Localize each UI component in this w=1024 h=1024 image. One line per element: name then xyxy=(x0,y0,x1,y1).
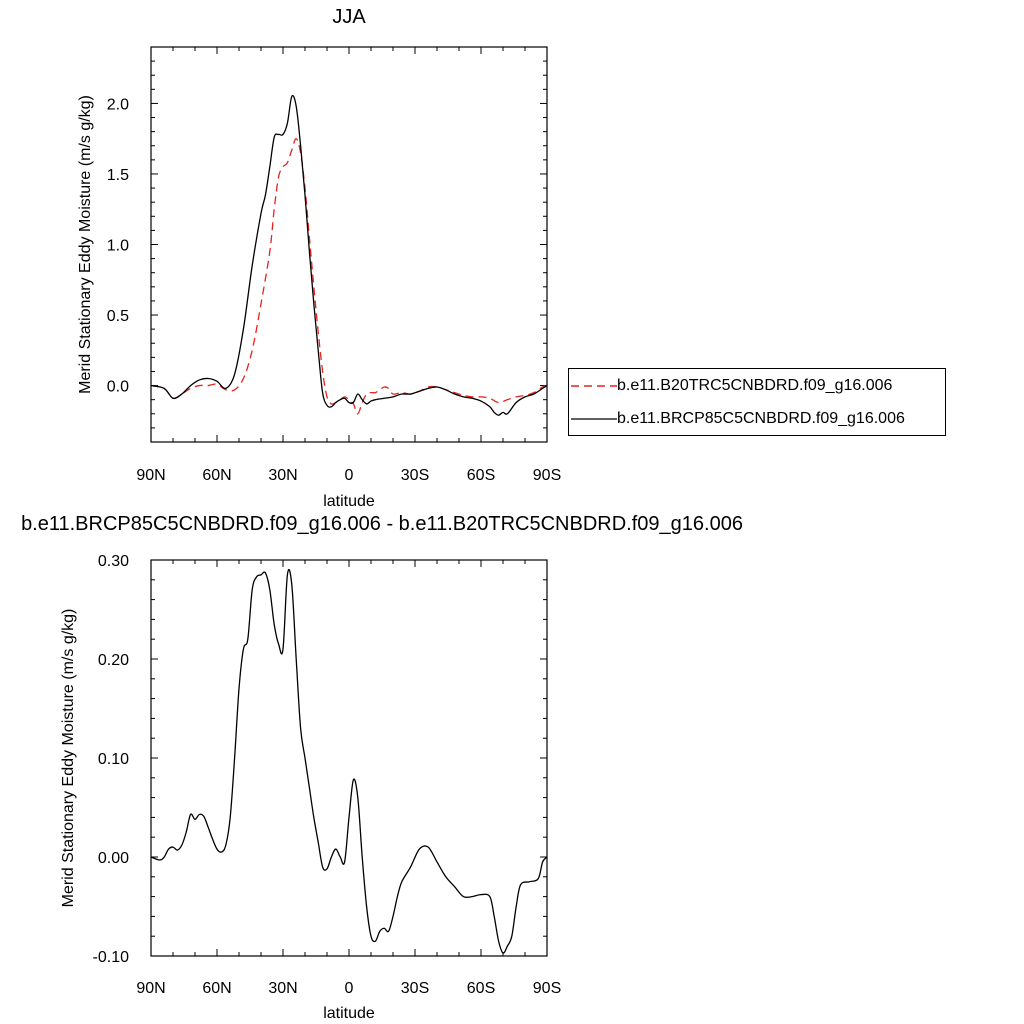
legend: b.e11.B20TRC5CNBDRD.f09_g16.006 b.e11.BR… xyxy=(568,368,946,436)
y-tick-label-0: 2.0 xyxy=(107,96,129,113)
y-tick-label-0: 0.0 xyxy=(107,379,129,396)
x-tick-label-0: 30N xyxy=(268,467,297,484)
y-axis-label-1: Merid Stationary Eddy Moisture (m/s g/kg… xyxy=(60,609,77,908)
y-tick-label-0: 1.0 xyxy=(107,238,129,255)
legend-solid-line-swatch xyxy=(571,418,617,420)
x-tick-label-0: 90N xyxy=(136,467,165,484)
x-tick-label-1: 30N xyxy=(268,980,297,997)
chart-title-1: b.e11.BRCP85C5CNBDRD.f09_g16.006 - b.e11… xyxy=(21,513,743,535)
y-tick-label-1: 0.30 xyxy=(98,553,129,570)
x-tick-label-1: 90N xyxy=(136,980,165,997)
series-line-0-0 xyxy=(151,138,547,415)
legend-entry-historical: b.e11.B20TRC5CNBDRD.f09_g16.006 xyxy=(571,375,892,397)
series-line-0-1 xyxy=(151,94,547,416)
y-tick-label-1: 0.00 xyxy=(98,850,129,867)
y-tick-label-0: 1.5 xyxy=(107,167,129,184)
plot-frame-1 xyxy=(150,559,548,957)
x-tick-label-0: 60S xyxy=(467,467,495,484)
plot-frame-0 xyxy=(150,46,548,443)
chart-title-0: JJA xyxy=(332,6,366,28)
x-tick-label-1: 30S xyxy=(401,980,429,997)
legend-label-rcp85: b.e11.BRCP85C5CNBDRD.f09_g16.006 xyxy=(617,410,905,427)
y-axis-label-0: Merid Stationary Eddy Moisture (m/s g/kg… xyxy=(77,95,94,394)
series-line-1-0 xyxy=(151,568,547,954)
y-tick-label-1: 0.10 xyxy=(98,751,129,768)
x-tick-label-1: 0 xyxy=(345,980,354,997)
x-tick-label-0: 90S xyxy=(533,467,561,484)
x-tick-label-0: 0 xyxy=(345,467,354,484)
y-tick-label-1: -0.10 xyxy=(93,949,130,966)
y-tick-label-0: 0.5 xyxy=(107,308,129,325)
y-tick-label-1: 0.20 xyxy=(98,652,129,669)
x-tick-label-0: 60N xyxy=(202,467,231,484)
legend-entry-rcp85: b.e11.BRCP85C5CNBDRD.f09_g16.006 xyxy=(571,408,905,430)
x-tick-label-1: 60N xyxy=(202,980,231,997)
x-tick-label-1: 90S xyxy=(533,980,561,997)
x-axis-label-1: latitude xyxy=(323,1005,375,1022)
x-tick-label-1: 60S xyxy=(467,980,495,997)
x-tick-label-0: 30S xyxy=(401,467,429,484)
legend-label-historical: b.e11.B20TRC5CNBDRD.f09_g16.006 xyxy=(617,377,893,394)
legend-dashed-line-swatch xyxy=(571,385,617,387)
x-axis-label-0: latitude xyxy=(323,493,375,510)
